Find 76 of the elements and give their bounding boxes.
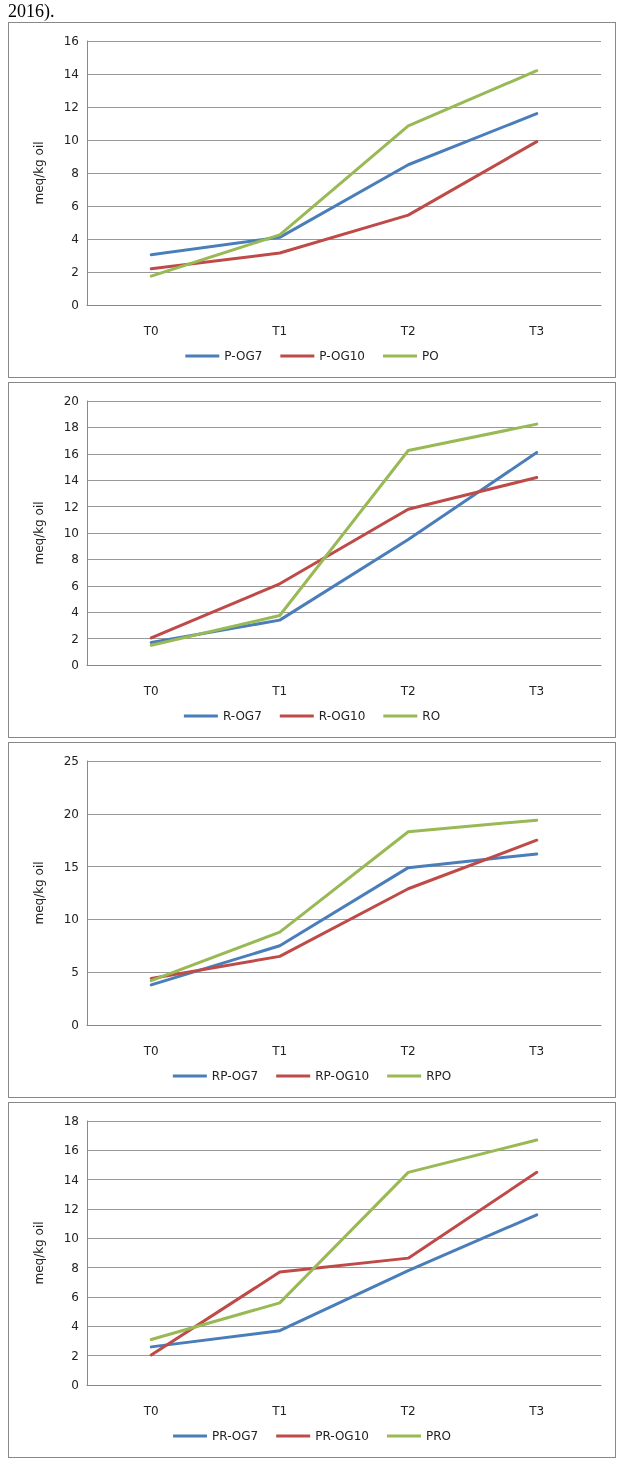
x-tick-label: T0 xyxy=(142,1404,159,1418)
line-series xyxy=(149,112,539,257)
legend-label: P-OG10 xyxy=(319,349,365,363)
y-tick-label: 8 xyxy=(71,1260,79,1275)
y-tick-label: 8 xyxy=(71,166,79,180)
x-tick-label: T0 xyxy=(142,684,159,698)
y-tick-label: 15 xyxy=(63,859,79,874)
y-tick-label: 8 xyxy=(71,552,79,567)
x-tick-label: T2 xyxy=(399,324,416,338)
line-series xyxy=(149,1170,539,1357)
y-tick-label: 14 xyxy=(63,1172,79,1187)
y-tick-label: 12 xyxy=(63,100,79,114)
line-series xyxy=(149,140,539,271)
y-tick-label: 2 xyxy=(71,265,79,279)
legend-label: PR-OG10 xyxy=(315,1429,369,1443)
x-tick-label: T3 xyxy=(528,324,545,338)
x-tick-label: T1 xyxy=(271,1404,288,1418)
y-axis-title: meq/kg oil xyxy=(32,1221,46,1285)
y-tick-label: 18 xyxy=(63,420,79,435)
line-series xyxy=(149,69,539,278)
legend-label: P-OG7 xyxy=(224,349,263,363)
y-tick-label: 0 xyxy=(71,298,79,312)
legend-label: RPO xyxy=(426,1069,452,1083)
x-tick-label: T3 xyxy=(528,1404,545,1418)
x-tick-label: T1 xyxy=(271,324,288,338)
x-tick-label: T0 xyxy=(142,1044,159,1058)
y-tick-label: 6 xyxy=(71,199,79,213)
x-tick-label: T2 xyxy=(399,1044,416,1058)
legend-label: PR-OG7 xyxy=(212,1429,259,1443)
y-tick-label: 10 xyxy=(63,912,79,927)
y-tick-label: 6 xyxy=(71,1290,79,1304)
y-tick-label: 12 xyxy=(63,1202,79,1216)
y-axis-title: meq/kg oil xyxy=(32,141,46,205)
legend-label: R-OG10 xyxy=(318,709,366,723)
y-tick-label: 10 xyxy=(63,1231,79,1246)
y-tick-label: 14 xyxy=(63,67,79,81)
legend-label: PRO xyxy=(425,1429,451,1443)
y-tick-label: 4 xyxy=(71,1319,79,1334)
y-tick-label: 16 xyxy=(63,1143,79,1158)
x-tick-label: T2 xyxy=(399,1404,416,1418)
y-tick-label: 18 xyxy=(63,1114,79,1128)
y-tick-label: 25 xyxy=(63,754,79,768)
legend-label: RP-OG10 xyxy=(315,1069,370,1083)
line-series xyxy=(149,1138,539,1342)
legend-label: RO xyxy=(422,709,441,723)
line-series xyxy=(149,1213,539,1349)
x-tick-label: T1 xyxy=(271,684,288,698)
y-tick-label: 0 xyxy=(71,1378,79,1392)
y-tick-label: 4 xyxy=(71,605,79,620)
y-tick-label: 10 xyxy=(63,526,79,540)
x-tick-label: T0 xyxy=(142,324,159,338)
y-tick-label: 20 xyxy=(63,806,79,821)
y-tick-label: 2 xyxy=(71,1348,79,1363)
y-axis-title: meq/kg oil xyxy=(32,501,46,565)
y-axis-title: meq/kg oil xyxy=(32,861,46,925)
y-tick-label: 2 xyxy=(71,631,79,646)
y-tick-label: 10 xyxy=(63,133,79,147)
y-tick-label: 0 xyxy=(71,658,79,672)
y-tick-label: 16 xyxy=(63,446,79,461)
y-tick-label: 20 xyxy=(63,394,79,408)
x-tick-label: T3 xyxy=(528,684,545,698)
y-tick-label: 0 xyxy=(71,1018,79,1032)
y-tick-label: 6 xyxy=(71,578,79,593)
y-tick-label: 4 xyxy=(71,232,79,246)
legend-label: PO xyxy=(421,349,439,363)
line-series xyxy=(149,476,539,640)
y-tick-label: 14 xyxy=(63,473,79,488)
x-tick-label: T2 xyxy=(399,684,416,698)
x-tick-label: T1 xyxy=(271,1044,288,1058)
legend-label: R-OG7 xyxy=(222,709,262,723)
x-tick-label: T3 xyxy=(528,1044,545,1058)
y-tick-label: 16 xyxy=(63,34,79,48)
y-tick-label: 5 xyxy=(71,965,79,980)
legend-label: RP-OG7 xyxy=(211,1069,259,1083)
text: 2016). xyxy=(8,1,55,21)
y-tick-label: 12 xyxy=(63,499,79,514)
